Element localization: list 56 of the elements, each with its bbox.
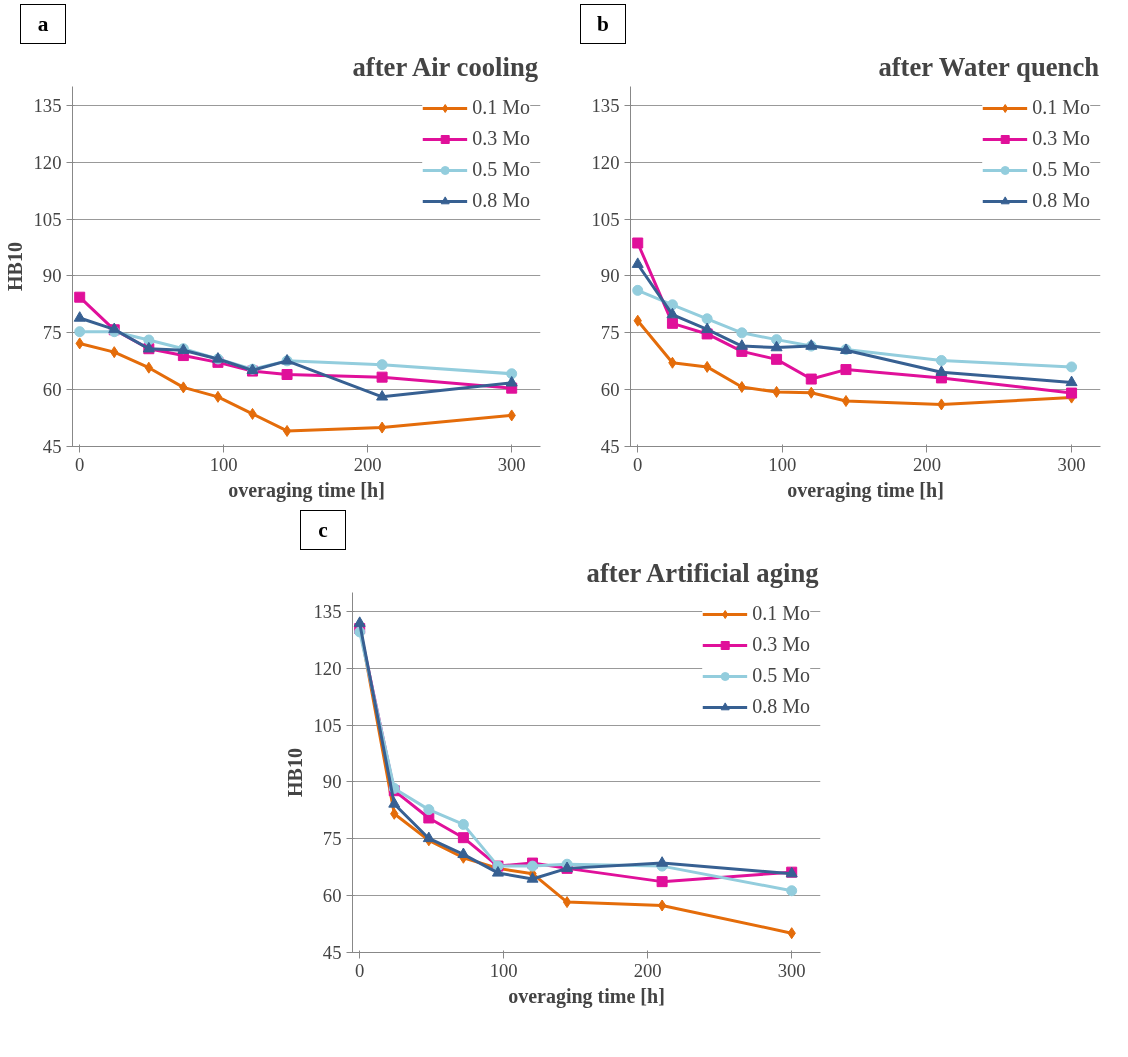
text: c (318, 517, 328, 544)
x-axis-title: overaging time [h] (228, 478, 385, 502)
x-tick-label: 300 (777, 959, 806, 981)
legend-label: 0.3 Mo (752, 633, 810, 656)
y-tick-label: 45 (322, 942, 342, 963)
chart-title: after Artificial aging (586, 557, 820, 588)
x-axis-title: overaging time [h] (787, 478, 944, 502)
x-tick-label: 200 (912, 453, 941, 475)
legend-label: 0.5 Mo (472, 158, 530, 181)
legend-label: 0.8 Mo (752, 695, 810, 718)
x-axis-title: overaging time [h] (508, 984, 665, 1008)
text: a (37, 11, 49, 38)
y-tick-label: 45 (600, 436, 620, 457)
text: b (597, 11, 609, 38)
y-axis-title: HB10 (283, 748, 306, 797)
x-tick-label: 300 (1057, 453, 1086, 475)
y-tick-label: 75 (42, 322, 62, 344)
y-tick-label: 60 (322, 885, 342, 907)
y-tick-label: 75 (600, 322, 620, 344)
legend-label: 0.3 Mo (1032, 127, 1090, 150)
chart-title: after Air cooling (352, 51, 539, 82)
x-tick-label: 100 (209, 453, 238, 475)
y-tick-label: 45 (42, 436, 62, 457)
legend-label: 0.8 Mo (1032, 189, 1090, 212)
y-tick-label: 60 (42, 379, 62, 401)
legend-label: 0.1 Mo (472, 96, 530, 119)
legend-label: 0.3 Mo (472, 127, 530, 150)
y-tick-label: 120 (591, 151, 620, 173)
legend-label: 0.1 Mo (752, 602, 810, 625)
y-tick-label: 75 (322, 828, 342, 850)
x-tick-label: 0 (633, 453, 643, 475)
legend-label: 0.5 Mo (752, 664, 810, 687)
y-tick-label: 105 (591, 208, 620, 230)
x-tick-label: 300 (497, 453, 526, 475)
x-tick-label: 100 (489, 959, 518, 981)
y-tick-label: 90 (322, 771, 342, 793)
legend-label: 0.1 Mo (1032, 96, 1090, 119)
x-tick-label: 200 (353, 453, 382, 475)
y-tick-label: 120 (33, 151, 62, 173)
y-tick-label: 135 (313, 600, 342, 622)
y-tick-label: 120 (313, 657, 342, 679)
y-tick-label: 90 (42, 265, 62, 287)
legend-label: 0.8 Mo (472, 189, 530, 212)
y-tick-label: 135 (33, 94, 62, 116)
legend-label: 0.5 Mo (1032, 158, 1090, 181)
y-tick-label: 90 (600, 265, 620, 287)
y-axis-title: HB10 (3, 242, 26, 291)
x-tick-label: 0 (355, 959, 365, 981)
chart-title: after Water quench (878, 51, 1100, 82)
y-tick-label: 60 (600, 379, 620, 401)
y-tick-label: 105 (33, 208, 62, 230)
x-tick-label: 100 (768, 453, 797, 475)
x-tick-label: 0 (75, 453, 85, 475)
x-tick-label: 200 (633, 959, 662, 981)
y-tick-label: 105 (313, 714, 342, 736)
y-tick-label: 135 (591, 94, 620, 116)
